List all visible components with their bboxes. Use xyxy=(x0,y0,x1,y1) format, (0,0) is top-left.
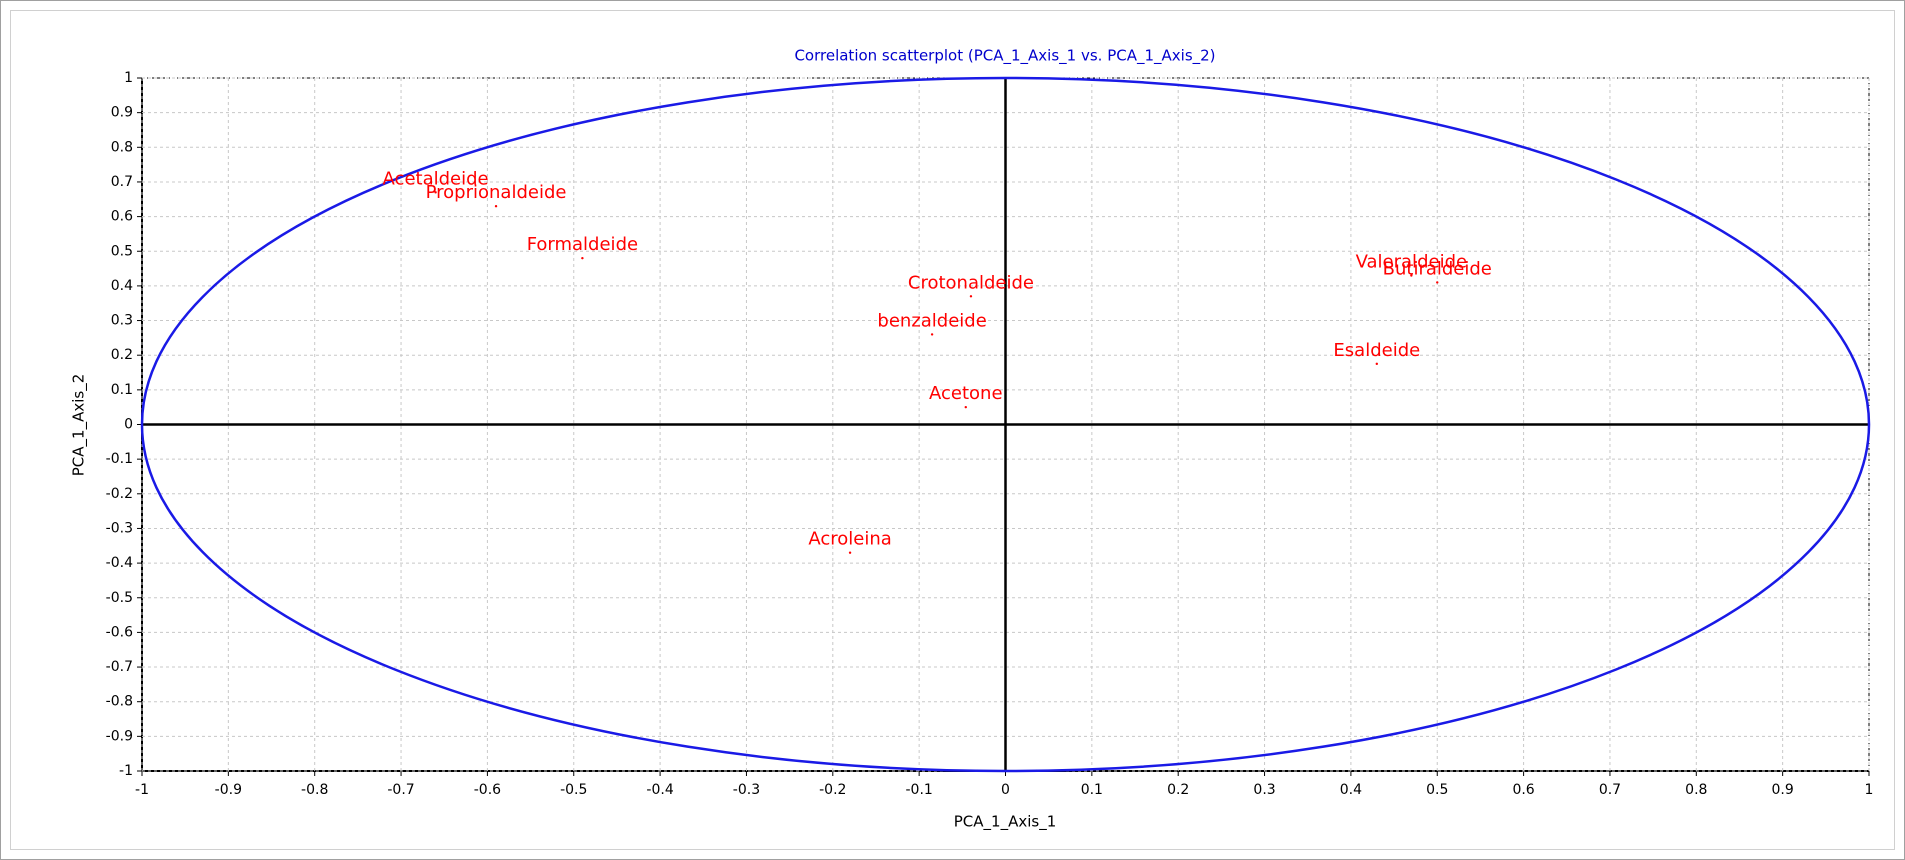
x-tick-label: -0.3 xyxy=(733,782,760,798)
point-label: Acetaldeide xyxy=(383,168,489,189)
y-tick-label: -0.8 xyxy=(106,694,133,710)
x-tick-label: 0.2 xyxy=(1167,782,1189,798)
x-tick-label: 0.5 xyxy=(1426,782,1448,798)
point xyxy=(969,295,973,298)
point xyxy=(434,191,437,194)
point xyxy=(581,256,584,260)
point xyxy=(964,405,967,409)
y-axis-title: PCA_1_Axis_2 xyxy=(70,374,89,477)
x-tick-label: -0.1 xyxy=(905,782,932,798)
x-tick-label: 0 xyxy=(1001,782,1010,798)
x-tick-label: -0.9 xyxy=(215,782,242,798)
y-tick-label: 0 xyxy=(124,417,133,433)
point-label: Butiraldeide xyxy=(1383,258,1492,279)
x-tick-label: 0.1 xyxy=(1081,782,1103,798)
point xyxy=(494,205,498,208)
point-label: Acroleina xyxy=(808,529,891,550)
x-tick-label: -0.2 xyxy=(819,782,846,798)
x-axis-title: PCA_1_Axis_1 xyxy=(954,813,1057,832)
y-tick-label: -0.2 xyxy=(106,486,133,502)
x-tick-label: -0.6 xyxy=(474,782,501,798)
y-tick-label: -0.6 xyxy=(106,624,133,640)
y-tick-label: -0.1 xyxy=(106,451,133,467)
y-tick-label: 0.5 xyxy=(111,243,133,259)
x-tick-label: 0.4 xyxy=(1340,782,1362,798)
point-label: Valeraldeide xyxy=(1356,252,1467,273)
y-tick-label: -0.4 xyxy=(106,555,133,571)
y-tick-label: 0.8 xyxy=(111,139,133,155)
y-tick-label: 0.7 xyxy=(111,174,133,190)
y-tick-label: 0.4 xyxy=(111,278,133,294)
y-tick-label: 0.3 xyxy=(111,313,133,329)
x-tick-label: 0.9 xyxy=(1772,782,1794,798)
point-label: Acetone xyxy=(929,383,1003,404)
x-tick-label: 0.8 xyxy=(1685,782,1707,798)
x-tick-label: 0.6 xyxy=(1512,782,1534,798)
y-tick-label: 1 xyxy=(124,70,133,86)
y-tick-label: -0.9 xyxy=(106,728,133,744)
x-tick-label: 1 xyxy=(1865,782,1874,798)
y-tick-label: -0.5 xyxy=(106,590,133,606)
x-tick-label: -0.4 xyxy=(646,782,673,798)
point xyxy=(1436,281,1439,284)
x-tick-label: -0.8 xyxy=(301,782,328,798)
y-tick-label: 0.6 xyxy=(111,209,133,225)
x-tick-label: -1 xyxy=(135,782,149,798)
point-label: Crotonaldeide xyxy=(908,272,1034,293)
chart-title: Correlation scatterplot (PCA_1_Axis_1 vs… xyxy=(794,47,1215,66)
x-tick-label: 0.3 xyxy=(1253,782,1275,798)
point-label: benzaldeide xyxy=(877,310,986,331)
y-tick-label: -0.7 xyxy=(106,659,133,675)
point-label: Esaldeide xyxy=(1333,340,1420,361)
y-tick-label: -1 xyxy=(119,763,133,779)
x-tick-label: -0.5 xyxy=(560,782,587,798)
point-label: Formaldeide xyxy=(527,234,638,255)
point xyxy=(848,551,852,554)
chart-panel xyxy=(10,10,1895,850)
point xyxy=(930,333,934,336)
point xyxy=(1410,274,1413,277)
y-tick-label: 0.1 xyxy=(111,382,133,398)
correlation-circle xyxy=(140,76,1871,773)
y-tick-label: 0.9 xyxy=(111,105,133,121)
x-tick-label: 0.7 xyxy=(1599,782,1621,798)
point-label: Proprionaldeide xyxy=(426,182,567,203)
x-tick-label: -0.7 xyxy=(387,782,414,798)
y-tick-label: -0.3 xyxy=(106,520,133,536)
point xyxy=(1375,362,1379,366)
y-tick-label: 0.2 xyxy=(111,347,133,363)
